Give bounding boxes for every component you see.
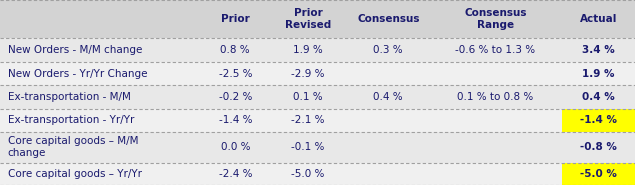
Text: 0.1 %: 0.1 % [293, 92, 323, 102]
Text: 3.4 %: 3.4 % [582, 45, 615, 55]
Bar [268, 109, 348, 132]
Text: 1.9 %: 1.9 % [293, 45, 323, 55]
Bar [268, 132, 348, 162]
Bar [429, 85, 563, 109]
Bar [429, 0, 563, 38]
Bar [203, 132, 268, 162]
Text: -5.0 %: -5.0 % [291, 169, 324, 179]
Text: 0.4 %: 0.4 % [582, 92, 615, 102]
Bar [0, 109, 203, 132]
Text: 0.0 %: 0.0 % [220, 142, 250, 152]
Text: Prior
Revised: Prior Revised [285, 8, 331, 30]
Bar [563, 162, 635, 185]
Bar [268, 38, 348, 62]
Bar [563, 38, 635, 62]
Bar [0, 132, 203, 162]
Bar [429, 162, 563, 185]
Text: 1.9 %: 1.9 % [582, 69, 615, 79]
Bar [203, 0, 268, 38]
Text: -0.2 %: -0.2 % [218, 92, 252, 102]
Bar [429, 38, 563, 62]
Text: Actual: Actual [580, 14, 617, 24]
Bar [563, 62, 635, 85]
Bar [268, 62, 348, 85]
Text: -0.8 %: -0.8 % [580, 142, 617, 152]
Text: Core capital goods – M/M
change: Core capital goods – M/M change [8, 136, 138, 158]
Bar [429, 109, 563, 132]
Bar [563, 0, 635, 38]
Bar [348, 38, 429, 62]
Bar [563, 132, 635, 162]
Text: New Orders - M/M change: New Orders - M/M change [8, 45, 142, 55]
Text: Ex-transportation - M/M: Ex-transportation - M/M [8, 92, 131, 102]
Text: Consensus: Consensus [357, 14, 420, 24]
Text: -2.9 %: -2.9 % [291, 69, 324, 79]
Text: -1.4 %: -1.4 % [218, 115, 252, 125]
Text: Ex-transportation - Yr/Yr: Ex-transportation - Yr/Yr [8, 115, 134, 125]
Bar [348, 109, 429, 132]
Text: New Orders - Yr/Yr Change: New Orders - Yr/Yr Change [8, 69, 147, 79]
Text: Prior: Prior [221, 14, 250, 24]
Text: -2.5 %: -2.5 % [218, 69, 252, 79]
Bar [563, 85, 635, 109]
Bar [0, 38, 203, 62]
Text: -0.1 %: -0.1 % [291, 142, 324, 152]
Bar [203, 85, 268, 109]
Bar [0, 85, 203, 109]
Bar [203, 62, 268, 85]
Text: 0.3 %: 0.3 % [373, 45, 403, 55]
Bar [203, 109, 268, 132]
Bar [429, 62, 563, 85]
Bar [203, 162, 268, 185]
Text: -2.4 %: -2.4 % [218, 169, 252, 179]
Text: -5.0 %: -5.0 % [580, 169, 617, 179]
Bar [563, 109, 635, 132]
Bar [348, 162, 429, 185]
Bar [268, 85, 348, 109]
Text: -1.4 %: -1.4 % [580, 115, 617, 125]
Bar [0, 62, 203, 85]
Bar [0, 162, 203, 185]
Bar [429, 132, 563, 162]
Text: 0.4 %: 0.4 % [373, 92, 403, 102]
Bar [268, 162, 348, 185]
Text: Core capital goods – Yr/Yr: Core capital goods – Yr/Yr [8, 169, 142, 179]
Text: -2.1 %: -2.1 % [291, 115, 324, 125]
Bar [268, 0, 348, 38]
Bar [348, 85, 429, 109]
Bar [203, 38, 268, 62]
Text: 0.8 %: 0.8 % [220, 45, 250, 55]
Bar [348, 0, 429, 38]
Bar [0, 0, 203, 38]
Bar [348, 62, 429, 85]
Text: -0.6 % to 1.3 %: -0.6 % to 1.3 % [455, 45, 535, 55]
Text: 0.1 % to 0.8 %: 0.1 % to 0.8 % [457, 92, 533, 102]
Bar [348, 132, 429, 162]
Text: Consensus
Range: Consensus Range [464, 8, 526, 30]
